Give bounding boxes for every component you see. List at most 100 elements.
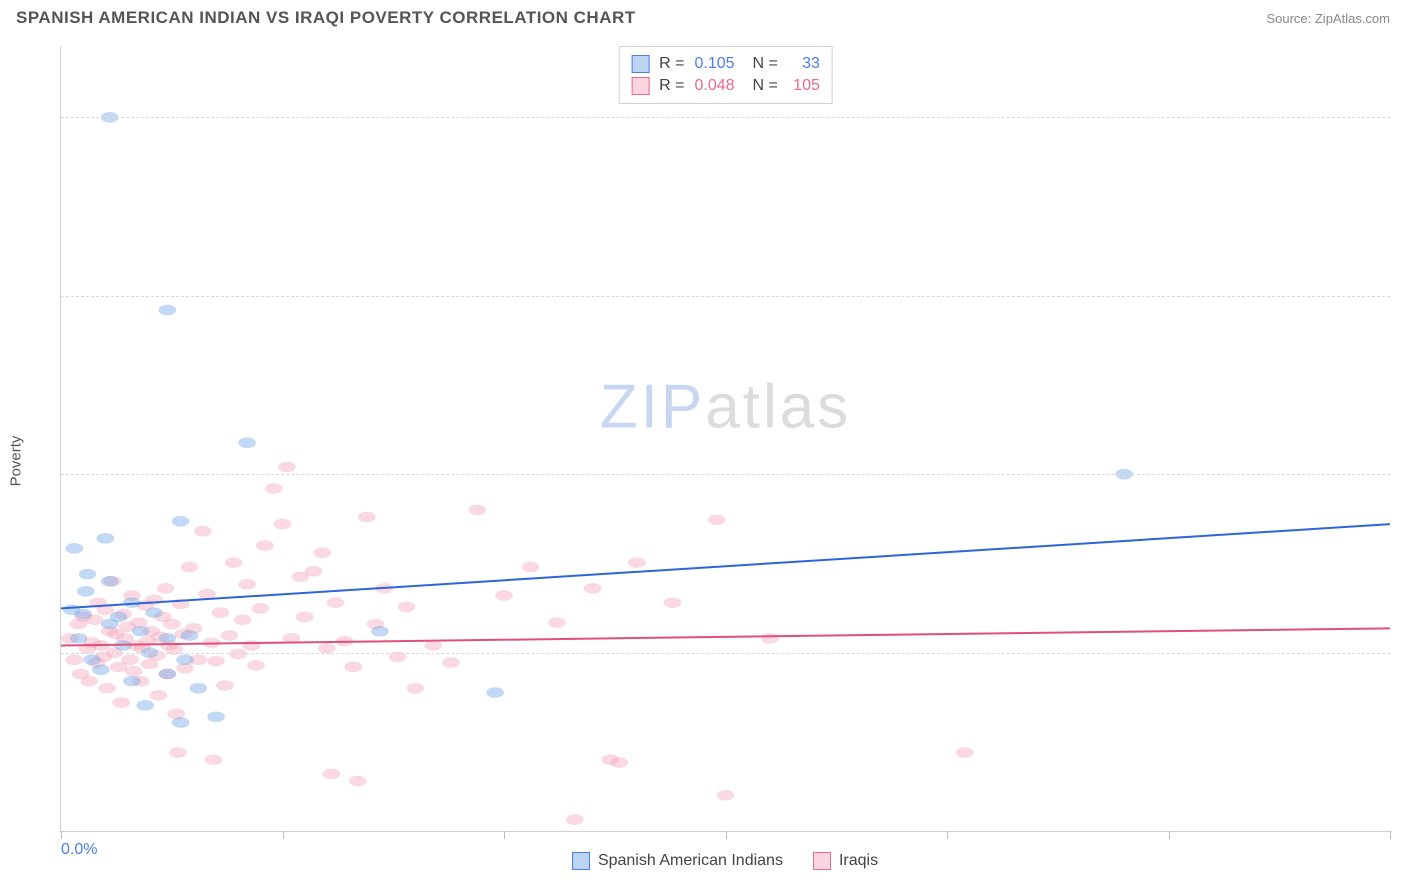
y-tick-label: 25.0% bbox=[1400, 465, 1406, 483]
point-pink bbox=[207, 656, 224, 666]
point-pink bbox=[247, 660, 264, 670]
point-pink bbox=[628, 558, 645, 568]
point-blue bbox=[110, 612, 127, 622]
gridline bbox=[61, 117, 1390, 118]
point-pink bbox=[169, 747, 186, 757]
point-pink bbox=[234, 615, 251, 625]
point-pink bbox=[442, 657, 459, 667]
point-blue bbox=[159, 305, 176, 315]
point-pink bbox=[81, 676, 98, 686]
point-pink bbox=[66, 655, 83, 665]
legend-item-blue: Spanish American Indians bbox=[572, 852, 783, 870]
y-tick-label: 12.5% bbox=[1400, 644, 1406, 662]
point-blue bbox=[137, 700, 154, 710]
source-link[interactable]: ZipAtlas.com bbox=[1315, 11, 1390, 26]
point-pink bbox=[314, 548, 331, 558]
point-blue bbox=[63, 605, 80, 615]
point-blue bbox=[92, 665, 109, 675]
point-pink bbox=[345, 662, 362, 672]
point-blue bbox=[97, 533, 114, 543]
point-pink bbox=[181, 562, 198, 572]
point-pink bbox=[265, 483, 282, 493]
x-tick bbox=[1169, 831, 1170, 839]
point-pink bbox=[522, 562, 539, 572]
point-blue bbox=[159, 633, 176, 643]
point-blue bbox=[70, 633, 87, 643]
point-blue bbox=[123, 676, 140, 686]
y-tick-label: 37.5% bbox=[1400, 287, 1406, 305]
point-blue bbox=[132, 626, 149, 636]
plot-area: ZIPatlas R = 0.105 N = 33 R = 0.048 N = … bbox=[60, 46, 1390, 832]
point-pink bbox=[349, 776, 366, 786]
gridline bbox=[61, 296, 1390, 297]
swatch-pink-icon bbox=[631, 77, 649, 95]
point-pink bbox=[256, 540, 273, 550]
point-pink bbox=[305, 566, 322, 576]
point-pink bbox=[225, 558, 242, 568]
point-pink bbox=[296, 612, 313, 622]
point-pink bbox=[125, 666, 142, 676]
point-pink bbox=[150, 690, 167, 700]
point-pink bbox=[230, 649, 247, 659]
point-blue bbox=[145, 608, 162, 618]
point-pink bbox=[584, 583, 601, 593]
stats-legend: R = 0.105 N = 33 R = 0.048 N = 105 bbox=[618, 46, 833, 104]
x-tick bbox=[504, 831, 505, 839]
point-blue bbox=[172, 717, 189, 727]
point-pink bbox=[98, 683, 115, 693]
point-blue bbox=[83, 655, 100, 665]
stats-row-blue: R = 0.105 N = 33 bbox=[631, 53, 820, 75]
point-blue bbox=[66, 543, 83, 553]
point-blue bbox=[487, 687, 504, 697]
point-pink bbox=[157, 583, 174, 593]
series-legend: Spanish American Indians Iraqis bbox=[60, 852, 1390, 870]
trend-line-pink bbox=[61, 628, 1390, 645]
point-pink bbox=[243, 640, 260, 650]
point-pink bbox=[252, 603, 269, 613]
x-ticks bbox=[61, 831, 1390, 839]
point-blue bbox=[207, 712, 224, 722]
point-pink bbox=[398, 602, 415, 612]
point-pink bbox=[424, 640, 441, 650]
point-pink bbox=[205, 755, 222, 765]
point-pink bbox=[611, 757, 628, 767]
point-blue bbox=[181, 630, 198, 640]
point-pink bbox=[221, 630, 238, 640]
point-pink bbox=[194, 526, 211, 536]
point-blue bbox=[176, 655, 193, 665]
chart-container: Poverty ZIPatlas R = 0.105 N = 33 R = 0.… bbox=[16, 46, 1390, 876]
point-blue bbox=[79, 569, 96, 579]
x-tick bbox=[283, 831, 284, 839]
source-label: Source: ZipAtlas.com bbox=[1266, 11, 1390, 26]
point-pink bbox=[469, 505, 486, 515]
point-pink bbox=[708, 515, 725, 525]
point-blue bbox=[159, 669, 176, 679]
swatch-blue-icon bbox=[631, 55, 649, 73]
point-pink bbox=[407, 683, 424, 693]
point-pink bbox=[238, 579, 255, 589]
point-blue bbox=[172, 516, 189, 526]
point-pink bbox=[212, 608, 229, 618]
point-pink bbox=[664, 598, 681, 608]
point-pink bbox=[327, 598, 344, 608]
x-tick bbox=[61, 831, 62, 839]
x-tick bbox=[1390, 831, 1391, 839]
gridline bbox=[61, 653, 1390, 654]
point-pink bbox=[566, 814, 583, 824]
point-pink bbox=[956, 747, 973, 757]
point-blue bbox=[77, 586, 94, 596]
point-blue bbox=[238, 438, 255, 448]
point-pink bbox=[216, 680, 233, 690]
point-pink bbox=[717, 790, 734, 800]
point-blue bbox=[371, 626, 388, 636]
swatch-blue-icon bbox=[572, 852, 590, 870]
point-pink bbox=[274, 519, 291, 529]
point-pink bbox=[358, 512, 375, 522]
x-tick bbox=[726, 831, 727, 839]
point-pink bbox=[163, 619, 180, 629]
point-blue bbox=[190, 683, 207, 693]
point-pink bbox=[199, 589, 216, 599]
point-pink bbox=[121, 655, 138, 665]
legend-item-pink: Iraqis bbox=[813, 852, 878, 870]
point-pink bbox=[761, 633, 778, 643]
